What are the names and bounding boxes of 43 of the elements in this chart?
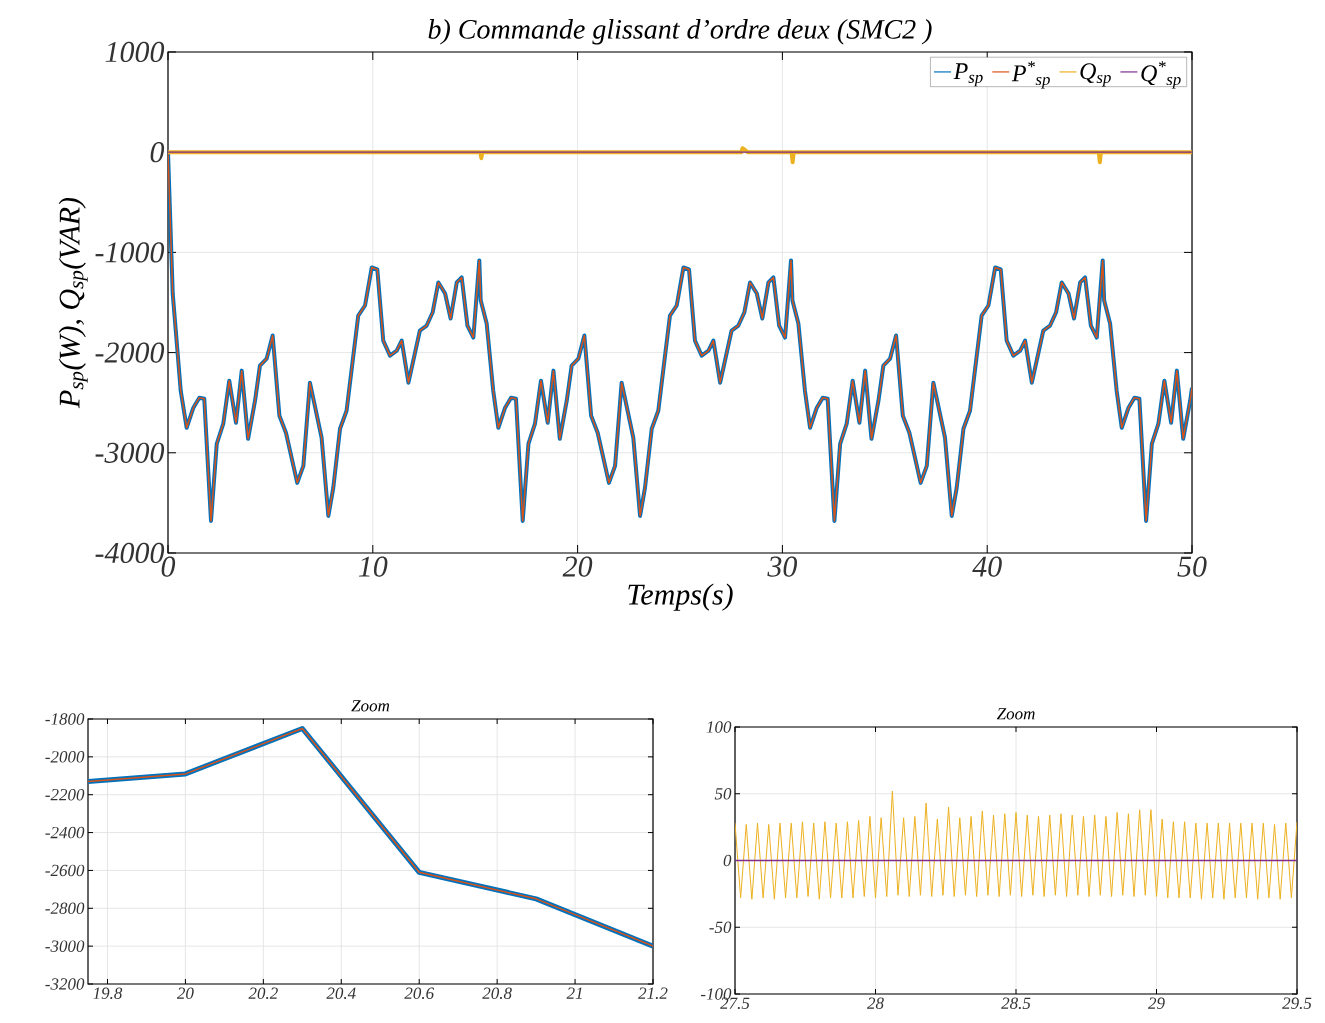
x-tick-label: 20 [176, 987, 194, 999]
y-tick-label: 1000 [105, 41, 165, 63]
x-tick-label: 28 [867, 997, 884, 1009]
y-tick-label: 100 [706, 721, 732, 733]
y-tick-label: -1800 [45, 713, 85, 725]
y-tick-label: -3000 [95, 442, 165, 463]
x-tick-label: 29.5 [1282, 997, 1312, 1010]
x-tick-label: 21 [566, 987, 582, 999]
x-tick-label: 28.5 [1001, 997, 1031, 1010]
y-tick-label: -3000 [45, 940, 85, 952]
legend-label: Q$_{sp}$ [1080, 63, 1111, 87]
x-tick-label: 40 [972, 556, 1002, 577]
x-tick-label: 29 [1148, 997, 1165, 1009]
x-tick-label: 20 [562, 556, 593, 577]
y-tick-label: -3200 [45, 978, 85, 990]
x-tick-label: 50 [1177, 556, 1207, 577]
legend-label: Q$^{*}$sp [1141, 61, 1181, 89]
x-axis-title: Temps(s) [628, 583, 733, 611]
chart-title: b) Commande glissant d’ordre deux (SMC2 ) [428, 19, 932, 45]
chart-title: Zoom [351, 700, 390, 712]
chart-title: Zoom [996, 708, 1035, 720]
legend-label: P$^{*}$sp [1011, 61, 1050, 89]
y-tick-label: -2400 [45, 826, 85, 839]
y-axis-title: P$_{sp}$(W), Q$_{sp}$(VAR) [58, 197, 88, 409]
x-tick-label: 20.2 [248, 987, 278, 1000]
y-tick-label: 0 [150, 142, 165, 163]
y-tick-label: 0 [723, 854, 732, 867]
x-tick-label: 19.8 [93, 987, 123, 1000]
x-tick-label: 10 [358, 556, 388, 577]
y-tick-label: -1000 [95, 242, 165, 263]
y-tick-label: -2600 [45, 864, 85, 877]
y-tick-label: -2800 [45, 902, 85, 915]
y-tick-label: -2000 [95, 342, 165, 363]
x-tick-label: 20.8 [482, 987, 512, 1000]
x-tick-label: 20.6 [404, 987, 435, 1000]
legend-label: P$_{sp}$ [953, 63, 983, 87]
y-tick-label: -50 [709, 921, 732, 933]
x-tick-label: 21.2 [638, 987, 668, 1000]
x-tick-label: 30 [767, 556, 798, 577]
y-tick-label: -2200 [45, 788, 85, 801]
x-tick-label: 20.4 [326, 987, 356, 1000]
y-tick-label: -2000 [45, 751, 85, 763]
y-tick-label: 50 [714, 788, 732, 800]
